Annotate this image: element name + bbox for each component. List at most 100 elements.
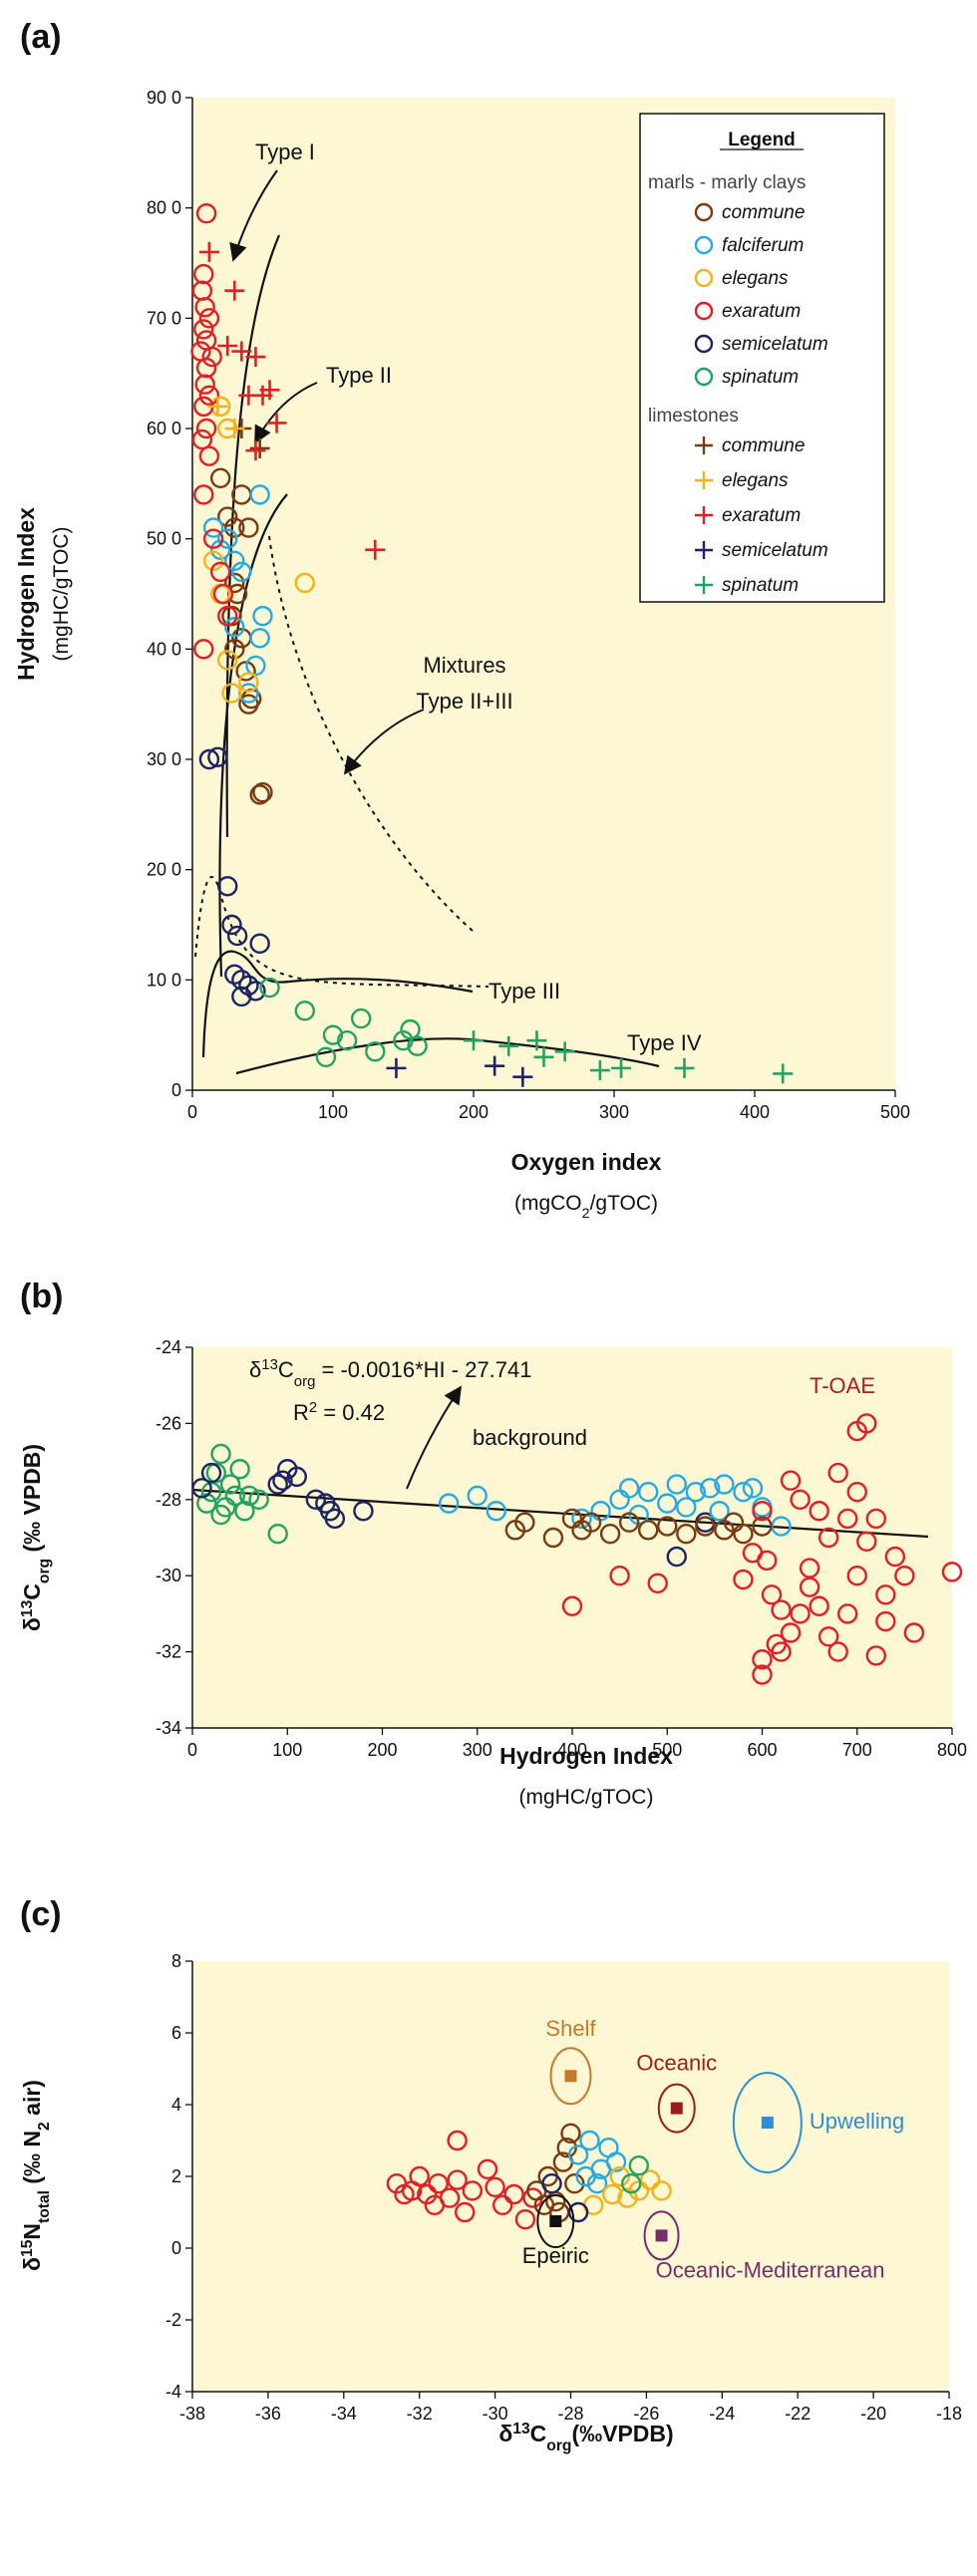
- annotation: Type IV: [627, 1030, 702, 1055]
- panel-label: (a): [20, 18, 62, 56]
- point: [294, 572, 315, 594]
- x-tick-label: -18: [936, 2404, 962, 2424]
- x-tick-label: -32: [407, 2404, 433, 2424]
- point-plus: [485, 1055, 505, 1076]
- point: [817, 1527, 839, 1549]
- point: [856, 1531, 877, 1553]
- annotation: Type III: [488, 979, 560, 1003]
- point-plus: [533, 1046, 554, 1067]
- point: [394, 2183, 415, 2205]
- point-plus: [266, 413, 287, 433]
- x-axis-subtitle-part: /gTOC): [590, 1192, 658, 1215]
- x-tick-label: -22: [785, 2404, 811, 2424]
- point: [193, 639, 214, 660]
- point: [514, 1512, 535, 1533]
- point: [884, 1546, 906, 1568]
- point: [286, 1466, 307, 1488]
- y-tick-label: 6: [171, 2023, 181, 2043]
- point: [790, 1603, 811, 1624]
- x-tick-label: -26: [633, 2404, 659, 2424]
- point: [809, 1501, 829, 1522]
- point: [827, 1641, 848, 1662]
- point: [400, 1018, 421, 1040]
- point: [757, 1550, 778, 1572]
- legend-label: falciferum: [722, 235, 804, 256]
- reference-ellipse: [549, 2047, 592, 2106]
- y-axis-title-sub: 2: [36, 2122, 53, 2131]
- point: [462, 2180, 484, 2201]
- x-tick-label: 200: [367, 1740, 397, 1760]
- plot-area: [192, 1347, 952, 1728]
- point: [486, 1501, 506, 1522]
- legend-label: semicelatum: [722, 334, 828, 355]
- point: [210, 1504, 231, 1526]
- point: [217, 876, 238, 897]
- point: [193, 484, 214, 505]
- x-tick-label: -36: [255, 2404, 281, 2424]
- point: [224, 550, 245, 571]
- equation-sup: 13: [261, 1356, 278, 1373]
- curve-dashed: [268, 535, 474, 932]
- point: [209, 467, 231, 488]
- point: [336, 1029, 358, 1051]
- reference-label: Upwelling: [810, 2109, 904, 2134]
- y-axis-title-sup: 13: [19, 1599, 36, 1617]
- point: [365, 1041, 386, 1062]
- x-tick-label: 500: [652, 1740, 682, 1760]
- reference-label: Shelf: [545, 2016, 596, 2041]
- x-tick-label: 600: [747, 1740, 777, 1760]
- point: [438, 1493, 460, 1514]
- point: [618, 1478, 640, 1499]
- point: [666, 1474, 687, 1495]
- annotation: Mixtures: [423, 653, 505, 678]
- arrow: [406, 1385, 462, 1490]
- point: [875, 1610, 896, 1632]
- point: [602, 2183, 623, 2205]
- y-tick-label: 20 0: [147, 860, 181, 880]
- point: [294, 1001, 315, 1021]
- y-tick-label: 2: [171, 2166, 181, 2186]
- point: [733, 1481, 754, 1503]
- x-axis-title: δ13Corg(‰VPDB): [498, 2421, 673, 2454]
- x-axis-title-sub: org: [546, 2437, 571, 2454]
- reference-ellipse: [536, 2194, 575, 2248]
- y-axis-subtitle: (mgHC/gTOC): [50, 527, 73, 662]
- point: [198, 445, 220, 466]
- x-axis-title-part: (‰VPDB): [571, 2421, 673, 2446]
- point: [618, 1512, 640, 1533]
- point-plus: [231, 341, 252, 362]
- point: [238, 517, 259, 538]
- x-tick-label: 100: [272, 1740, 302, 1760]
- point: [193, 263, 214, 285]
- legend-box: [639, 113, 885, 603]
- point: [752, 1516, 773, 1537]
- point: [353, 1501, 374, 1522]
- legend-label: commune: [722, 202, 805, 223]
- point: [259, 977, 280, 999]
- y-axis-title-part: δ: [19, 2257, 45, 2271]
- x-axis-title-part: δ: [498, 2421, 512, 2446]
- legend-label: semicelatum: [722, 540, 828, 561]
- y-axis-title-part: air): [19, 2080, 45, 2122]
- y-tick-label: 0: [171, 1080, 181, 1100]
- point: [447, 2169, 468, 2190]
- point: [198, 385, 220, 406]
- point-plus: [245, 440, 266, 461]
- x-tick-label: 800: [937, 1740, 967, 1760]
- x-tick-label: 200: [459, 1102, 488, 1122]
- point: [651, 2180, 672, 2201]
- point-plus: [498, 1035, 519, 1056]
- point: [238, 672, 259, 693]
- point: [647, 1573, 668, 1594]
- reference-label: Oceanic-Mediterranean: [656, 2257, 885, 2282]
- point-plus: [245, 347, 266, 368]
- point: [685, 1481, 707, 1503]
- y-axis-title-sup: 15: [19, 2239, 36, 2257]
- point: [639, 2169, 661, 2190]
- point: [771, 1641, 792, 1662]
- point: [761, 1584, 783, 1605]
- point: [202, 517, 224, 538]
- r-squared-part: R: [293, 1400, 309, 1425]
- point-plus: [554, 1041, 575, 1062]
